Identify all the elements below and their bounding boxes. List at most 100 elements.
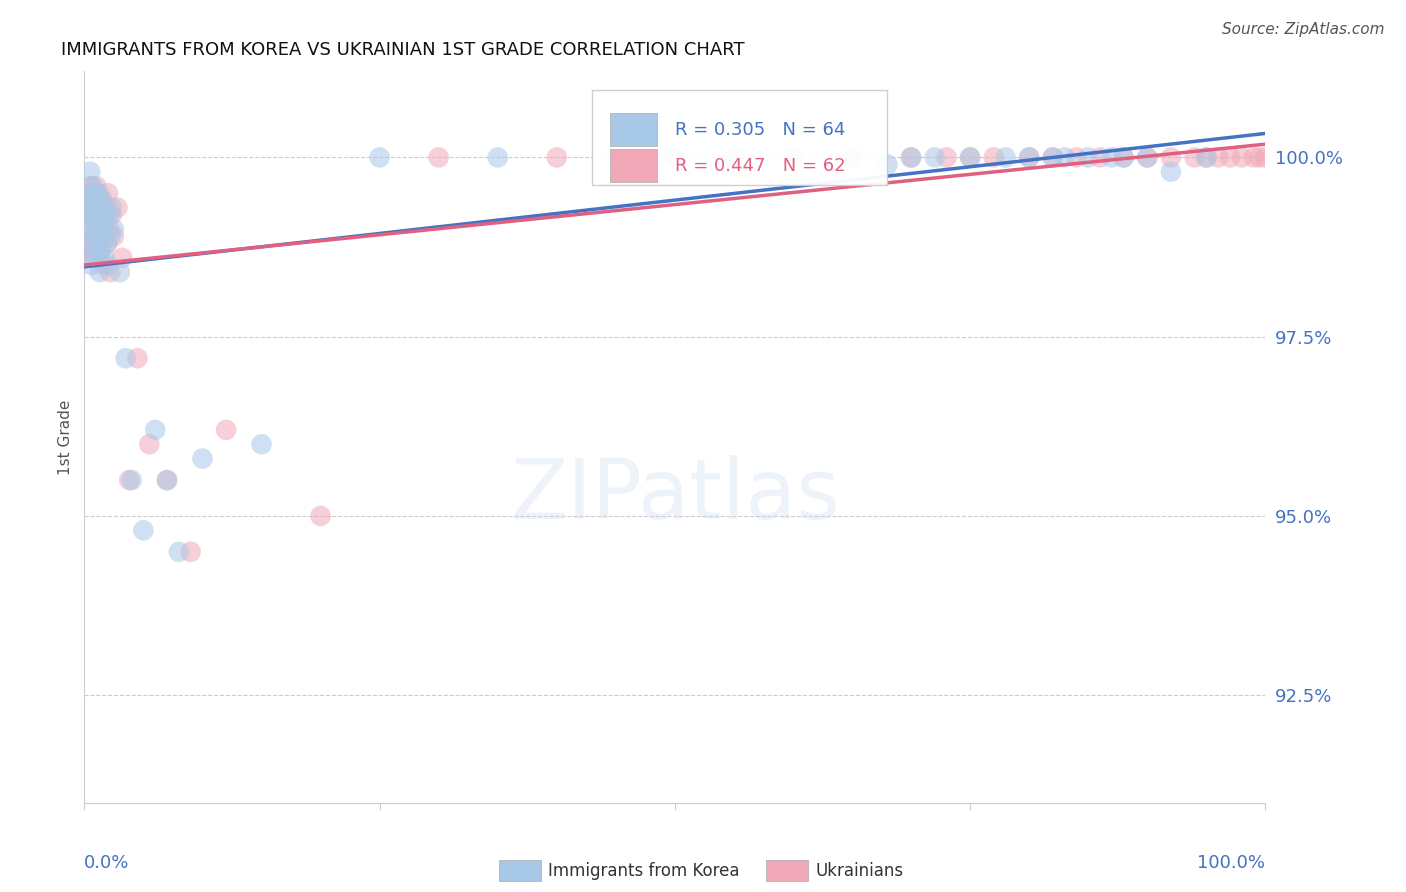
Point [82, 215, 104, 229]
Point [93, 251, 115, 265]
Point [84, 186, 107, 201]
Point [91, 201, 114, 215]
Point [1195, 150, 1218, 164]
Point [94, 215, 117, 229]
Point [83, 194, 105, 208]
Point [94, 201, 117, 215]
Point [82, 222, 104, 236]
Point [876, 158, 898, 172]
Point [76, 194, 98, 208]
Point [89, 215, 111, 229]
Point [841, 150, 863, 164]
Point [98, 229, 121, 244]
Point [111, 251, 134, 265]
Point [138, 437, 160, 451]
Point [103, 229, 125, 244]
Point [1195, 150, 1218, 164]
Text: IMMIGRANTS FROM KOREA VS UKRAINIAN 1ST GRADE CORRELATION CHART: IMMIGRANTS FROM KOREA VS UKRAINIAN 1ST G… [60, 41, 744, 59]
Point [156, 473, 179, 487]
Point [1249, 150, 1271, 164]
Point [1112, 150, 1135, 164]
Point [87, 201, 110, 215]
Point [83, 244, 105, 258]
Point [782, 150, 804, 164]
Point [1184, 150, 1206, 164]
Point [100, 208, 122, 222]
Point [935, 150, 957, 164]
Text: ZIPatlas: ZIPatlas [510, 455, 839, 536]
Point [80, 201, 103, 215]
Point [91, 222, 114, 236]
Point [84, 208, 107, 222]
Point [93, 215, 115, 229]
Point [1018, 150, 1040, 164]
Text: R = 0.305   N = 64: R = 0.305 N = 64 [675, 120, 845, 138]
Point [180, 545, 202, 559]
Point [89, 265, 111, 279]
Point [1136, 150, 1159, 164]
Point [80, 244, 103, 258]
Point [121, 473, 143, 487]
Point [959, 150, 981, 164]
Point [1042, 150, 1064, 164]
Point [82, 179, 104, 194]
Point [1160, 150, 1182, 164]
Point [1101, 150, 1123, 164]
Point [80, 258, 103, 272]
Point [924, 150, 946, 164]
Point [91, 194, 114, 208]
Text: 100.0%: 100.0% [1198, 854, 1265, 872]
Text: 0.0%: 0.0% [84, 854, 129, 872]
Point [1018, 150, 1040, 164]
Point [108, 265, 131, 279]
Point [250, 437, 273, 451]
Point [103, 222, 125, 236]
Point [83, 208, 105, 222]
Point [89, 244, 111, 258]
Point [309, 508, 332, 523]
Point [97, 186, 120, 201]
Point [546, 150, 568, 164]
FancyBboxPatch shape [610, 149, 657, 182]
Point [77, 208, 100, 222]
Point [1042, 150, 1064, 164]
Point [107, 201, 129, 215]
Point [86, 201, 108, 215]
Point [86, 222, 108, 236]
Point [87, 186, 110, 201]
Point [76, 208, 98, 222]
Point [782, 150, 804, 164]
Point [98, 208, 121, 222]
Point [77, 236, 100, 251]
Point [87, 236, 110, 251]
Point [368, 150, 391, 164]
Point [96, 236, 118, 251]
Point [77, 236, 100, 251]
Point [723, 150, 745, 164]
Point [98, 222, 121, 236]
Point [1206, 150, 1229, 164]
Point [80, 201, 103, 215]
Point [841, 150, 863, 164]
FancyBboxPatch shape [592, 90, 887, 185]
Point [83, 251, 105, 265]
Text: Immigrants from Korea: Immigrants from Korea [548, 862, 740, 880]
Point [156, 473, 179, 487]
Point [900, 150, 922, 164]
Point [77, 186, 100, 201]
Point [1066, 150, 1088, 164]
Point [191, 451, 214, 466]
Point [723, 150, 745, 164]
Point [90, 222, 112, 236]
Point [84, 229, 107, 244]
Point [1088, 150, 1111, 164]
Point [79, 179, 101, 194]
Y-axis label: 1st Grade: 1st Grade [58, 400, 73, 475]
Text: Ukrainians: Ukrainians [815, 862, 904, 880]
Point [96, 236, 118, 251]
Point [959, 150, 981, 164]
Point [82, 186, 104, 201]
Point [127, 351, 149, 366]
Point [215, 423, 238, 437]
Point [486, 150, 509, 164]
